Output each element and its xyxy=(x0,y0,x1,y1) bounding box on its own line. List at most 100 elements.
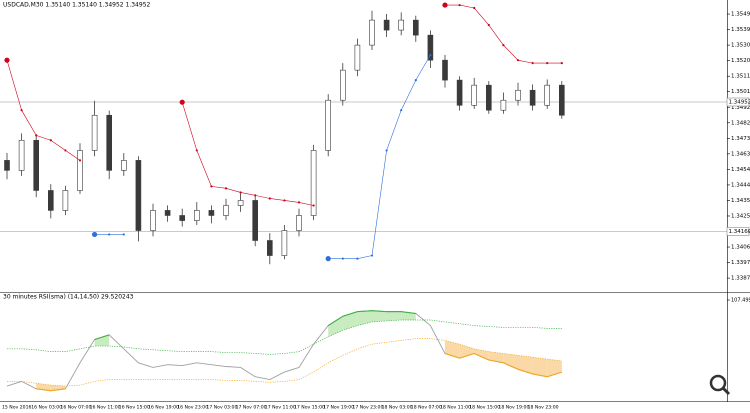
y-tick-label: 1.34730 xyxy=(731,136,750,142)
y-tick-label: 1.34065 xyxy=(731,245,750,251)
candle-body xyxy=(383,19,390,31)
rsi-segment xyxy=(473,352,490,361)
candle-body xyxy=(91,114,98,151)
stop-dot xyxy=(239,191,242,194)
stop-dot xyxy=(268,197,271,200)
candle-body xyxy=(194,210,200,221)
rsi-up-fill xyxy=(328,316,343,337)
candle-body xyxy=(47,190,54,211)
stop-dot xyxy=(356,257,359,260)
candle-body xyxy=(135,160,142,231)
stop-dot xyxy=(64,149,67,152)
stop-dot xyxy=(195,149,198,152)
candle-body xyxy=(325,99,332,151)
rsi-segment xyxy=(357,310,373,313)
rsi-band xyxy=(7,319,562,355)
candle-body xyxy=(339,69,346,101)
rsi-up-fill xyxy=(94,334,110,347)
x-tick-label: 16 Nov 23:00 xyxy=(177,405,208,411)
x-tick-label: 17 Nov 23:00 xyxy=(352,405,383,411)
stop-dot xyxy=(224,187,228,190)
stop-dot xyxy=(325,256,331,262)
y-tick-label: 1.34540 xyxy=(731,167,750,173)
stop-dot xyxy=(312,204,315,207)
zoom-icon[interactable] xyxy=(709,374,731,396)
rsi-down-fill xyxy=(503,353,518,370)
candle-body xyxy=(515,89,521,101)
stop-dot xyxy=(531,62,534,65)
candle-body xyxy=(18,139,25,171)
stop-dot xyxy=(429,53,432,57)
rsi-segment xyxy=(459,352,475,359)
stop-dot xyxy=(442,2,448,8)
y-tick-label: 1.35205 xyxy=(731,58,750,64)
stop-dot xyxy=(473,6,476,10)
stop-dot xyxy=(385,149,388,152)
x-tick-label: 18 Nov 03:00 xyxy=(382,405,413,411)
y-tick-label: 1.34920 xyxy=(731,105,750,111)
y-tick-label: 107.499033 xyxy=(731,298,750,304)
candle-body xyxy=(456,79,463,106)
rsi-segment xyxy=(342,311,358,317)
zoom-lens xyxy=(709,374,727,392)
candle-body xyxy=(369,19,375,46)
x-tick-label: 16 Nov 03:00 xyxy=(31,405,62,411)
candle-body xyxy=(281,230,288,256)
candle-body xyxy=(412,19,419,36)
x-tick-label: 18 Nov 19:00 xyxy=(498,405,529,411)
candle-body xyxy=(427,34,434,61)
rsi-segment xyxy=(532,373,548,378)
rsi-up-fill xyxy=(372,310,387,322)
zoom-handle xyxy=(721,386,731,396)
x-tick-label: 17 Nov 11:00 xyxy=(265,405,296,411)
rsi-down-fill xyxy=(547,359,562,377)
candle-body xyxy=(529,89,536,106)
stop-dot xyxy=(458,3,461,7)
rsi-segment xyxy=(488,359,504,364)
candle-body xyxy=(62,190,69,211)
price-label-box xyxy=(726,227,750,236)
stop-dot xyxy=(341,257,344,260)
main-title: USDCAD,M30 1.35140 1.35140 1.34952 1.349… xyxy=(3,2,151,9)
rsi-segment xyxy=(444,352,460,359)
x-tick-label: 16 Nov 15:00 xyxy=(119,405,150,411)
stop-dot xyxy=(283,199,286,202)
stop-dot xyxy=(502,44,505,47)
y-tick-label: 1.33970 xyxy=(731,260,750,266)
stop-dot xyxy=(546,62,549,65)
candle-body xyxy=(77,150,83,191)
rsi-segment xyxy=(36,388,51,392)
x-tick-label: 18 Nov 11:00 xyxy=(440,405,471,411)
stop-dot xyxy=(35,134,38,137)
stop-dot xyxy=(516,59,520,62)
stop-dot xyxy=(560,62,563,65)
stop-dot xyxy=(254,194,257,197)
rsi-down-fill xyxy=(532,357,548,377)
stop-dot xyxy=(78,159,82,162)
rsi-up-fill xyxy=(342,311,358,331)
x-tick-label: 16 Nov 11:00 xyxy=(90,405,121,411)
candle-body xyxy=(398,19,405,31)
x-tick-label: 17 Nov 07:00 xyxy=(236,405,267,411)
rsi-down-fill xyxy=(488,351,504,363)
stop-dot xyxy=(92,231,98,238)
y-tick-label: 1.34350 xyxy=(731,198,750,204)
rsi-segment xyxy=(94,334,110,341)
candle-body xyxy=(544,84,551,106)
y-tick-label: 1.35110 xyxy=(731,74,750,80)
rsi-down-fill xyxy=(518,355,533,374)
y-tick-label: 1.34825 xyxy=(731,120,750,126)
rsi-segment xyxy=(503,362,519,370)
candle-body xyxy=(296,215,302,231)
rsi-segment xyxy=(547,371,562,378)
candle-body xyxy=(223,205,229,216)
stop-dot xyxy=(487,23,490,27)
rsi-segment xyxy=(371,310,387,313)
stop-dot xyxy=(179,99,185,105)
candle-body xyxy=(179,215,185,221)
x-tick-label: 18 Nov 07:00 xyxy=(411,405,442,411)
stop-dot xyxy=(108,233,111,236)
price-label: 1.34952 xyxy=(729,100,750,106)
